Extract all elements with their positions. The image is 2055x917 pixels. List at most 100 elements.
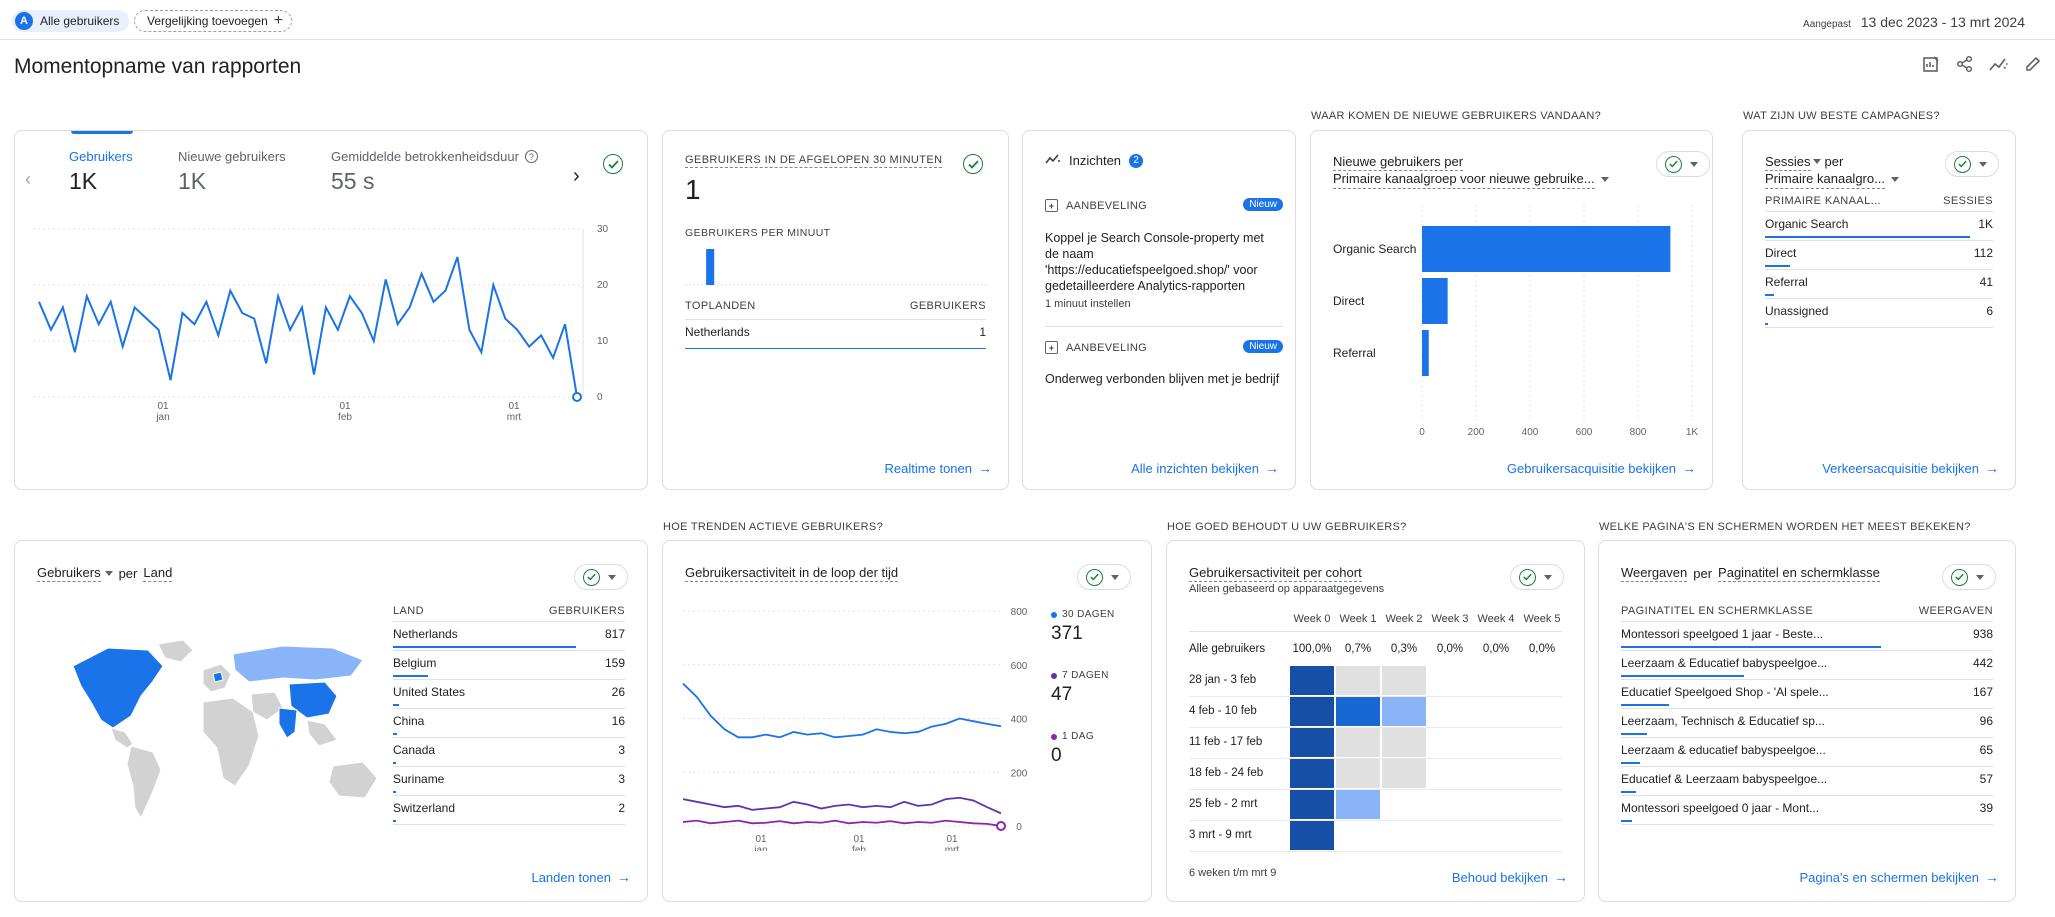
country-row[interactable]: Suriname 3: [393, 767, 625, 796]
realtime-country: Netherlands: [685, 325, 750, 339]
country-row[interactable]: Netherlands 817: [393, 622, 625, 651]
countries-card: Gebruikers per Land LAND GEBRUIKERS Landen…: [14, 540, 648, 902]
map-region-north-america: [72, 647, 164, 729]
page-row[interactable]: Montessori speelgoed 1 jaar - Beste... 93…: [1621, 622, 1993, 651]
recommendation-text[interactable]: Koppel je Search Console-property met de…: [1045, 231, 1264, 293]
tab-users[interactable]: Gebruikers 1K: [69, 149, 133, 195]
page-row[interactable]: Montessori speelgoed 0 jaar - Mont... 39: [1621, 796, 1993, 825]
category-label: Organic Search: [1333, 242, 1416, 256]
realtime-link[interactable]: Realtime tonen →: [884, 460, 992, 476]
retention-link[interactable]: Behoud bekijken →: [1451, 869, 1568, 885]
cohort-cell[interactable]: [1336, 728, 1380, 757]
country-row-value: 3: [618, 772, 625, 786]
all-insights-link[interactable]: Alle inzichten bekijken →: [1131, 460, 1279, 476]
arrow-right-icon: →: [1985, 460, 1999, 476]
status-check-dropdown[interactable]: [574, 564, 628, 590]
cohort-cell[interactable]: [1290, 790, 1334, 819]
x-tick-month: mrt: [945, 845, 960, 851]
status-check-dropdown[interactable]: [1945, 151, 1999, 177]
acquisition-card: Nieuwe gebruikers per Primaire kanaalgro…: [1310, 130, 1713, 490]
activity-series-line: [682, 682, 1002, 739]
acquisition-link[interactable]: Gebruikersacquisitie bekijken →: [1506, 460, 1696, 476]
prev-arrow-icon[interactable]: ‹: [25, 169, 31, 189]
traffic-acquisition-link[interactable]: Verkeersacquisitie bekijken →: [1822, 460, 1999, 476]
page-row-value: 39: [1979, 801, 1993, 815]
overview-card: ‹ Gebruikers 1K Nieuwe gebruikers 1K Gem…: [14, 130, 648, 490]
cohort-cell[interactable]: [1336, 759, 1380, 788]
retention-title[interactable]: Gebruikersactiviteit per cohort: [1189, 565, 1362, 582]
countries-col-users: GEBRUIKERS: [548, 605, 625, 617]
table-row[interactable]: Netherlands 1: [685, 320, 986, 349]
campaigns-col-sessions: SESSIES: [1943, 195, 1993, 207]
countries-link[interactable]: Landen tonen →: [531, 869, 631, 885]
country-row[interactable]: Switzerland 2: [393, 796, 625, 825]
customize-report-icon[interactable]: [1921, 54, 1941, 74]
country-row-share-bar: [393, 791, 396, 793]
country-row-value: 26: [611, 685, 625, 699]
cohort-cell[interactable]: [1290, 666, 1334, 695]
share-icon[interactable]: [1955, 54, 1975, 74]
recommendation-text[interactable]: Onderweg verbonden blijven met je bedrij…: [1045, 372, 1280, 386]
page-row[interactable]: Leerzaam & educatief babyspeelgoe... 65: [1621, 738, 1993, 767]
campaign-row-share-bar: [1765, 265, 1791, 267]
cohort-cell[interactable]: [1382, 697, 1426, 726]
acquisition-title[interactable]: Nieuwe gebruikers per Primaire kanaalgro…: [1333, 153, 1609, 189]
cohort-cell[interactable]: [1290, 728, 1334, 757]
country-row-value: 817: [604, 627, 625, 641]
status-check-dropdown[interactable]: [1077, 564, 1131, 590]
x-tick-day: 01: [853, 834, 865, 845]
tab-engagement[interactable]: Gemiddelde betrokkenheidsduur ? 55 s: [331, 149, 538, 195]
country-row[interactable]: United States 26: [393, 680, 625, 709]
country-row[interactable]: Canada 3: [393, 738, 625, 767]
tab-new-users[interactable]: Nieuwe gebruikers 1K: [178, 149, 286, 195]
cohort-cell[interactable]: [1336, 790, 1380, 819]
campaigns-title[interactable]: Sessies per Primaire kanaalgro...: [1765, 153, 1899, 189]
countries-title[interactable]: Gebruikers per Land: [37, 565, 173, 582]
page-row[interactable]: Educatief & Leerzaam babyspeelgoe... 57: [1621, 767, 1993, 796]
segment-chip[interactable]: A Alle gebruikers: [12, 10, 130, 32]
world-map: [72, 639, 378, 820]
cohort-cell[interactable]: [1290, 821, 1334, 850]
tab-new-users-value: 1K: [178, 168, 207, 194]
help-icon[interactable]: ?: [524, 150, 538, 163]
status-check-icon[interactable]: [603, 154, 623, 174]
x-tick-day: 01: [755, 834, 767, 845]
edit-pencil-icon[interactable]: [2023, 54, 2043, 74]
status-check-icon: [583, 568, 600, 586]
next-arrow-icon[interactable]: ›: [573, 165, 580, 187]
cohort-cell[interactable]: [1382, 728, 1426, 757]
page-row-label: Educatief Speelgoed Shop - 'Al spele...: [1621, 685, 1829, 699]
status-check-dropdown[interactable]: [1656, 151, 1710, 177]
status-check-icon[interactable]: [963, 154, 983, 174]
add-comparison-button[interactable]: Vergelijking toevoegen +: [134, 10, 293, 32]
campaign-row[interactable]: Direct 112: [1765, 241, 1993, 270]
cohort-cell[interactable]: [1382, 759, 1426, 788]
page-row[interactable]: Educatief Speelgoed Shop - 'Al spele... 1…: [1621, 680, 1993, 709]
activity-title[interactable]: Gebruikersactiviteit in de loop der tijd: [685, 565, 899, 582]
countries-col-country: LAND: [393, 605, 424, 617]
cohort-cell[interactable]: [1336, 666, 1380, 695]
insights-trend-icon[interactable]: [1989, 54, 2009, 74]
status-check-dropdown[interactable]: [1510, 564, 1564, 590]
cohort-row-divider: [1189, 820, 1562, 821]
page-row[interactable]: Leerzaam, Technisch & Educatief sp... 96: [1621, 709, 1993, 738]
page-row[interactable]: Leerzaam & Educatief babyspeelgoe... 442: [1621, 651, 1993, 680]
pages-link[interactable]: Pagina's en schermen bekijken →: [1799, 869, 1999, 885]
country-row[interactable]: Belgium 159: [393, 651, 625, 680]
campaign-row[interactable]: Unassigned 6: [1765, 299, 1993, 328]
status-check-dropdown[interactable]: [1942, 564, 1996, 590]
country-row[interactable]: China 16: [393, 709, 625, 738]
cohort-cell[interactable]: [1382, 666, 1426, 695]
chevron-down-icon: [1890, 177, 1899, 182]
cohort-all-users-value: 0,0%: [1528, 643, 1556, 655]
status-check-icon: [1951, 568, 1968, 586]
cohort-cell[interactable]: [1290, 759, 1334, 788]
cohort-cell[interactable]: [1336, 697, 1380, 726]
campaign-row[interactable]: Organic Search 1K: [1765, 212, 1993, 241]
date-range-picker[interactable]: Aangepast 13 dec 2023 - 13 mrt 2024: [1803, 14, 2025, 30]
pages-title[interactable]: Weergaven per Paginatitel en schermklasse: [1621, 565, 1880, 582]
country-row-share-bar: [393, 646, 577, 648]
cohort-week-header: Week 0: [1293, 613, 1331, 625]
cohort-cell[interactable]: [1290, 697, 1334, 726]
campaign-row[interactable]: Referral 41: [1765, 270, 1993, 299]
